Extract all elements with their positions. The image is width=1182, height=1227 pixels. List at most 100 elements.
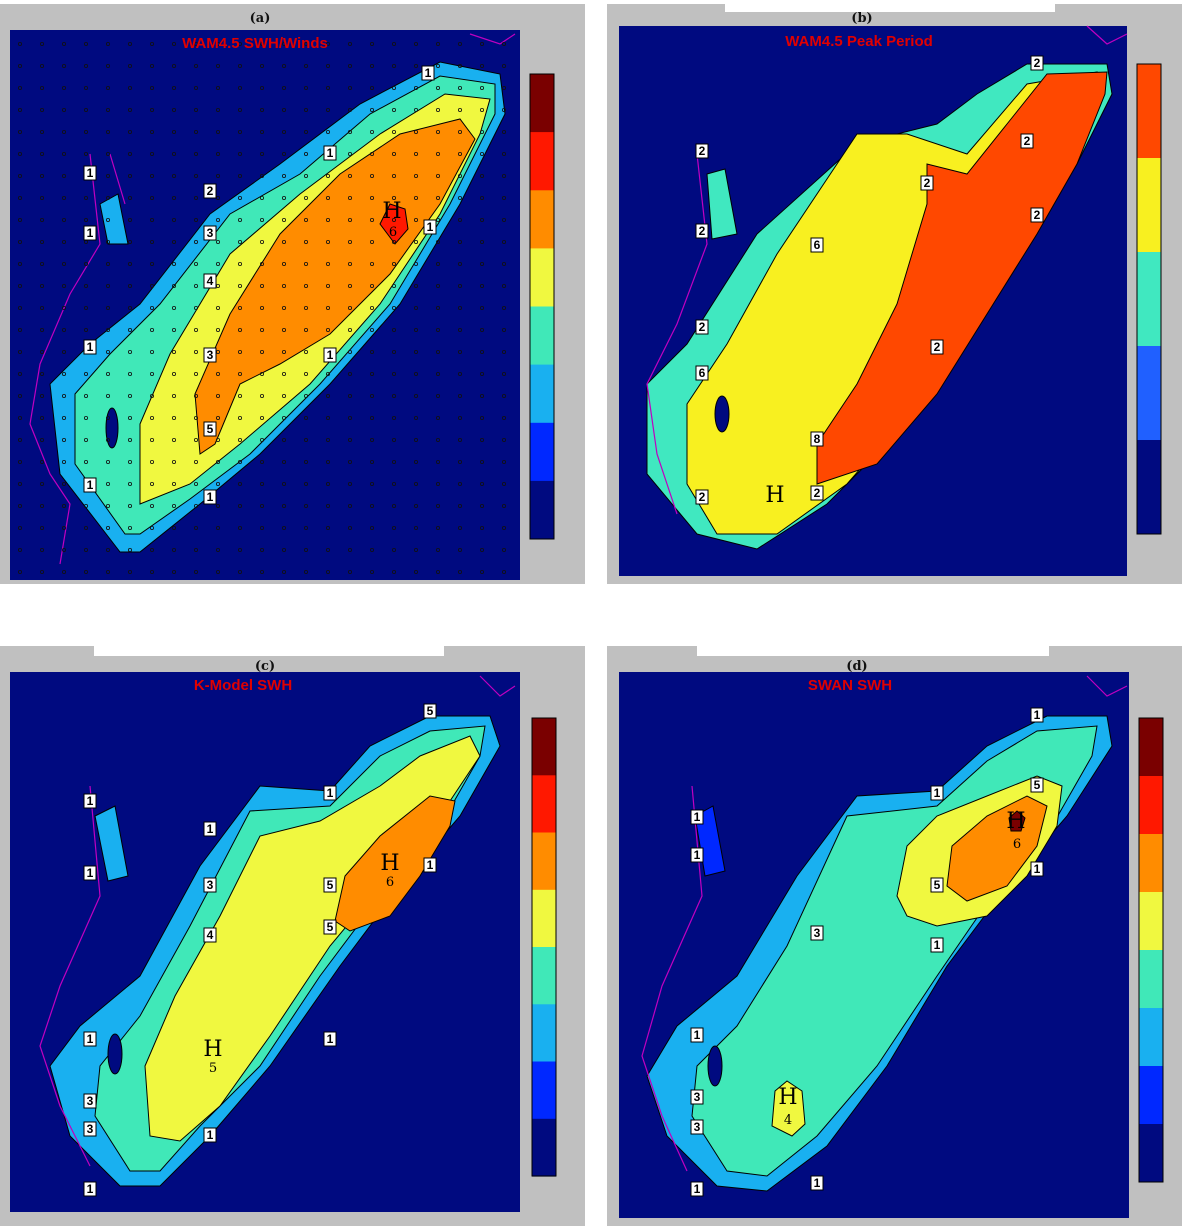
colorbar-swatch (1137, 158, 1161, 253)
coastline (39, 675, 516, 1167)
map-panel-c: (c) K-Model SWH 1 1 1 1 1 3 4 1 3 3 1 1 5 5 5 1 H 6 H 5 (0, 646, 585, 1226)
wind-calm-marker (413, 548, 418, 553)
wind-calm-marker (413, 349, 418, 354)
wind-calm-marker (369, 459, 374, 464)
wind-calm-marker (215, 64, 220, 69)
coastline (641, 675, 1128, 1172)
wind-calm-marker (457, 151, 462, 156)
wind-calm-marker (193, 130, 198, 135)
colorbar-border (1136, 63, 1162, 535)
panel-label: (c) (255, 659, 275, 674)
wind-calm-marker (457, 548, 462, 553)
wind-calm-marker (237, 437, 242, 442)
wind-calm-marker (40, 283, 45, 288)
contour-label: 1 (694, 1028, 701, 1042)
wind-calm-marker (347, 415, 352, 420)
colorbar-swatch (532, 947, 556, 1005)
contour-label: 1 (87, 226, 94, 240)
contour-label: 1 (87, 340, 94, 354)
contour-fill-4 (194, 118, 476, 455)
wind-calm-marker (281, 108, 286, 113)
wind-calm-marker (479, 481, 484, 486)
wind-calm-marker (127, 459, 132, 464)
wind-calm-marker (435, 42, 440, 47)
wind-calm-marker (303, 548, 308, 553)
wind-calm-marker (435, 548, 440, 553)
wind-calm-marker (347, 437, 352, 442)
contour-label-box (83, 1181, 97, 1197)
contour-label: 3 (87, 1122, 94, 1136)
contour-label: 2 (1024, 134, 1031, 148)
wind-calm-marker (501, 64, 506, 69)
wind-calm-marker (325, 195, 330, 200)
contour-label-box (1030, 207, 1044, 223)
wind-calm-marker (435, 261, 440, 266)
wind-calm-marker (106, 283, 111, 288)
contour-label: 2 (934, 340, 941, 354)
contour-label: 5 (1034, 778, 1041, 792)
wind-calm-marker (435, 415, 440, 420)
wind-calm-marker (479, 108, 484, 113)
contour-label: 5 (207, 422, 214, 436)
contour-label: 1 (327, 1032, 334, 1046)
wind-calm-marker (106, 42, 111, 47)
contour-label-box (690, 809, 704, 825)
wind-calm-marker (281, 503, 286, 508)
contour-label: 1 (87, 166, 94, 180)
small-lake (99, 193, 129, 245)
wind-calm-marker (237, 371, 242, 376)
panel-c: (c) K-Model SWH 1 1 1 1 1 3 4 1 3 3 1 1 5 5 5 1 H 6 H 5 (0, 646, 585, 1226)
wind-calm-marker (62, 64, 67, 69)
wind-calm-marker (17, 526, 22, 531)
wind-calm-marker (106, 86, 111, 91)
wind-calm-marker (259, 415, 264, 420)
wind-calm-marker (127, 415, 132, 420)
wind-calm-marker (215, 526, 220, 531)
colorbar-swatch (1139, 950, 1163, 1009)
colorbar-swatch (530, 132, 554, 191)
contour-label-box (695, 365, 709, 381)
wind-calm-marker (501, 130, 506, 135)
colorbar-swatch (530, 74, 554, 133)
wind-calm-marker (413, 570, 418, 575)
wind-calm-marker (171, 64, 176, 69)
wind-calm-marker (391, 173, 396, 178)
wind-calm-marker (171, 261, 176, 266)
wind-calm-marker (171, 437, 176, 442)
wind-calm-marker (281, 437, 286, 442)
wind-calm-marker (127, 195, 132, 200)
wind-calm-marker (391, 526, 396, 531)
wind-calm-marker (17, 305, 22, 310)
map-panel-b: (b) WAM4.5 Peak Period 22222226268222 H (607, 4, 1182, 584)
wind-calm-marker (17, 437, 22, 442)
wind-calm-marker (62, 173, 67, 178)
wind-calm-marker (40, 371, 45, 376)
wind-calm-marker (413, 371, 418, 376)
wind-calm-marker (457, 437, 462, 442)
wind-calm-marker (435, 349, 440, 354)
wind-calm-marker (62, 393, 67, 398)
wind-calm-marker (457, 371, 462, 376)
wind-calm-marker (501, 548, 506, 553)
contour-label-box (930, 785, 944, 801)
wind-calm-marker (369, 526, 374, 531)
colorbar-swatch (1139, 718, 1163, 777)
wind-calm-marker (347, 108, 352, 113)
coastline (29, 33, 516, 565)
wind-calm-marker (369, 437, 374, 442)
wind-calm-marker (193, 393, 198, 398)
colorbar-swatch (532, 889, 556, 948)
wind-calm-marker (391, 151, 396, 156)
wind-calm-marker (369, 195, 374, 200)
wind-calm-marker (127, 217, 132, 222)
wind-calm-marker (237, 130, 242, 135)
wind-calm-marker (501, 526, 506, 531)
wind-calm-marker (391, 86, 396, 91)
island (714, 395, 730, 433)
second-max-value: 5 (209, 1061, 217, 1076)
contour-label-box (203, 877, 217, 893)
wind-calm-marker (325, 481, 330, 486)
colorbar-swatch (530, 364, 554, 424)
wind-calm-marker (325, 305, 330, 310)
wind-calm-marker (127, 349, 132, 354)
